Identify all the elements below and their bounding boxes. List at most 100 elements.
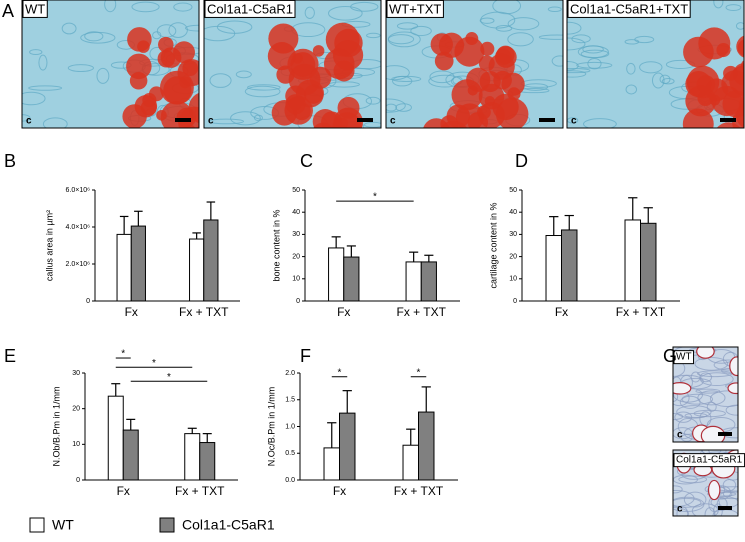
tissue-texture [694, 356, 729, 371]
marrow-space [673, 382, 692, 395]
tissue-texture [209, 73, 232, 88]
x-tick-label: Fx + TXT [394, 484, 444, 498]
y-tick-label: 0 [76, 477, 80, 484]
marrow-space [696, 347, 715, 359]
tissue-texture [479, 17, 495, 24]
cartilage-stain [683, 36, 714, 68]
tissue-texture [713, 0, 724, 9]
tissue-texture [683, 491, 707, 508]
legend-label: Col1a1-C5aR1 [182, 517, 275, 533]
cartilage-stain [493, 70, 512, 90]
panel-letter: E [4, 346, 16, 366]
tissue-texture [673, 485, 683, 494]
scale-bar [357, 118, 373, 122]
cartilage-stain [156, 109, 167, 121]
cartilage-stain [199, 128, 224, 153]
tissue-texture [707, 491, 737, 497]
tissue-texture [699, 372, 713, 383]
bar [418, 411, 435, 481]
scale-bar [539, 118, 555, 122]
tissue-texture [96, 67, 110, 84]
tissue-texture [328, 6, 363, 21]
tissue-texture [674, 411, 693, 423]
image-label-bg [204, 0, 296, 18]
y-tick-label: 10 [509, 276, 517, 283]
y-tick-label: 0 [86, 298, 90, 305]
image-label-bg [673, 350, 695, 365]
scale-bar [718, 506, 732, 510]
y-tick-label: 30 [509, 231, 517, 238]
bar [420, 261, 437, 302]
tissue-texture [626, 62, 636, 75]
x-tick-label: Fx + TXT [616, 305, 666, 319]
y-axis-label: bone content in % [271, 209, 281, 281]
cartilage-stain [159, 130, 179, 150]
bar [203, 219, 219, 302]
y-tick-label: 2.0×10⁶ [66, 261, 91, 268]
tissue-texture [304, 6, 315, 20]
panel-letter: G [663, 346, 677, 366]
cartilage-stain [158, 36, 174, 53]
y-axis-label: cartilage content in % [488, 202, 498, 288]
bar [545, 235, 562, 302]
corner-label: c [390, 116, 396, 127]
tissue-texture [244, 85, 281, 98]
cartilage-stain [434, 51, 454, 71]
scale-bar [718, 432, 732, 436]
significance-mark: * [152, 358, 156, 369]
tissue-texture [429, 70, 455, 84]
tissue-texture [28, 85, 63, 91]
cartilage-stain [722, 90, 744, 118]
marrow-space [707, 479, 721, 501]
tissue-texture [709, 390, 738, 408]
tissue-texture [567, 21, 582, 35]
image-frame [203, 0, 382, 129]
y-tick-label: 6.0×10⁶ [66, 187, 91, 194]
tissue-texture [410, 25, 432, 37]
panel-letter: C [300, 151, 313, 171]
tissue-texture [61, 22, 77, 35]
tissue-texture [679, 395, 701, 409]
marrow-space [727, 382, 738, 395]
tissue-texture [625, 84, 638, 95]
image-content [386, 0, 563, 128]
image-frame [672, 449, 739, 517]
tissue-texture [104, 0, 117, 13]
tissue-texture [651, 72, 665, 89]
panel-letter: A [2, 1, 14, 21]
histology-image: Col1a1-C5aR1 c [203, 0, 382, 129]
bar [339, 412, 356, 481]
tissue-texture [168, 22, 188, 38]
tissue-texture [204, 25, 236, 42]
cartilage-stain [495, 46, 517, 68]
image-label: WT [25, 1, 45, 16]
image-label: WT [676, 352, 692, 363]
y-axis-label: callus area in µm² [44, 210, 54, 281]
image-content [673, 347, 738, 442]
y-tick-label: 20 [509, 253, 517, 260]
cartilage-stain [142, 93, 157, 108]
tissue-texture [247, 84, 281, 91]
y-axis-label: N.Oc/B.Pm in 1/mm [266, 387, 276, 467]
tissue-texture [576, 61, 613, 69]
significance-mark: * [417, 367, 421, 378]
x-tick-label: Fx + TXT [179, 305, 229, 319]
histology-image: WT c [672, 346, 739, 443]
bar [116, 233, 132, 302]
corner-label: c [677, 430, 683, 441]
cartilage-stain [454, 36, 485, 67]
tissue-texture [235, 70, 252, 79]
legend-label: WT [52, 517, 74, 533]
y-tick-label: 50 [509, 187, 517, 194]
panel-letter: F [300, 346, 311, 366]
tissue-texture [693, 409, 726, 418]
bar [328, 247, 345, 302]
y-axis-label: N.Ob/B.Pm in 1/mm [51, 386, 61, 466]
tissue-texture [386, 98, 406, 113]
cartilage-stain [159, 70, 194, 105]
image-label: Col1a1-C5aR1+TXT [570, 1, 688, 16]
y-tick-label: 1.0 [285, 423, 295, 430]
x-tick-label: Fx [125, 305, 138, 319]
x-tick-label: Fx [117, 484, 130, 498]
bar [402, 444, 419, 481]
